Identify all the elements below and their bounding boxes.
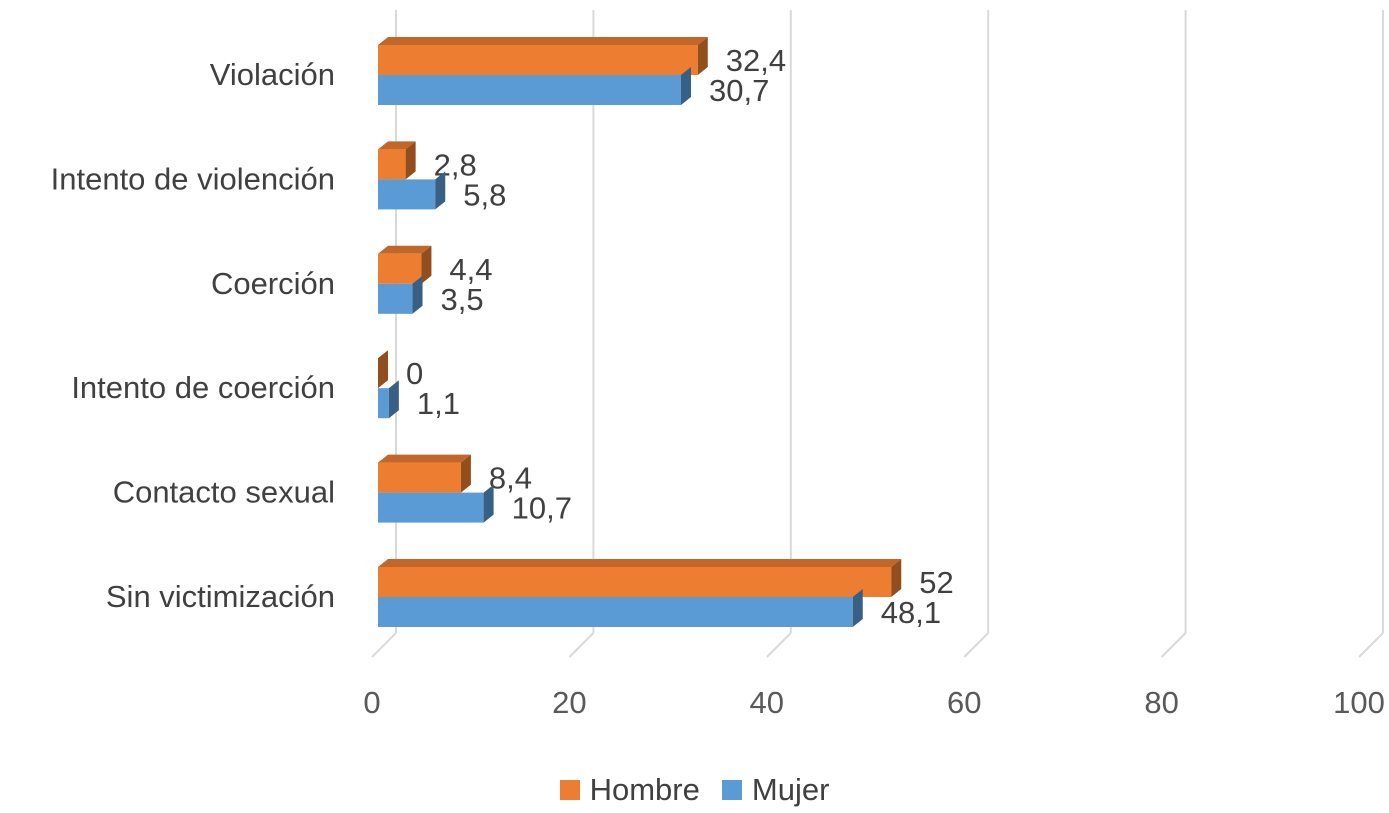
bar-top-hombre [378,245,432,254]
gridline-floor [371,632,397,658]
bar-hombre [378,567,892,597]
data-label-hombre: 32,4 [726,43,786,78]
bar-side-hombre [697,37,708,75]
bar-side-hombre [891,559,902,597]
data-label-mujer: 1,1 [417,386,460,421]
category-label: Sin victimización [106,579,335,614]
category-label: Intento de violención [51,161,335,196]
legend-label: Mujer [751,772,830,807]
bar-hombre [378,462,461,493]
x-tick-label: 100 [1333,685,1385,720]
legend-item-hombre: Hombre [559,772,700,808]
bar-hombre [378,45,698,75]
bar-side-hombre [405,141,416,180]
bar-mujer [378,75,682,105]
gridline-floor [963,632,989,658]
bar-side-mujer [412,275,423,314]
bar-hombre [378,253,422,284]
x-tick-label: 40 [750,685,784,720]
legend-swatch [721,780,742,800]
bar-side-hombre [421,245,432,284]
bar-top-hombre [378,37,708,45]
legend: Hombre Mujer [0,772,1389,808]
data-label-mujer: 5,8 [463,177,506,212]
data-label-hombre: 52 [919,565,953,600]
gridline-floor [1358,632,1384,658]
data-label-mujer: 48,1 [881,595,941,630]
x-tick-label: 60 [947,685,981,720]
category-label: Contacto sexual [113,475,335,510]
bar-top-hombre [378,141,416,150]
bar-top-hombre [378,454,471,463]
bar-chart-svg: 0 20 40 60 80 100 Violación 32,430,7 Intento de … [51,10,1385,720]
bar-side-mujer [388,380,399,419]
legend-swatch [559,780,580,800]
bar-mujer [378,388,389,419]
data-label-hombre: 0 [406,356,423,391]
bar-side-hombre [378,350,388,389]
bar-top-hombre [378,559,902,567]
bar-side-mujer [435,171,446,210]
bar-mujer [378,179,436,210]
gridline-floor [568,632,595,658]
data-label-hombre: 4,4 [449,252,492,287]
bar-mujer [378,492,484,523]
data-label-mujer: 30,7 [709,73,769,108]
gridline-floor [766,632,792,658]
gridline-floor [1160,632,1187,658]
legend-item-mujer: Mujer [721,772,830,808]
x-tick-label: 80 [1144,685,1178,720]
bar-side-mujer [852,589,863,627]
bar-mujer [378,283,413,314]
x-tick-label: 20 [552,685,586,720]
category-label: Violación [210,57,335,92]
category-label: Coerción [211,266,335,301]
category-label: Intento de coerción [71,370,335,405]
legend-label: Hombre [589,772,700,807]
bar-side-mujer [681,67,692,105]
bar-side-hombre [460,454,471,493]
data-label-mujer: 3,5 [441,282,484,317]
bar-side-mujer [483,484,494,523]
data-label-hombre: 8,4 [489,461,532,496]
bar-hombre [378,149,406,180]
bar-mujer [378,597,853,627]
x-tick-label: 0 [363,685,380,720]
data-label-mujer: 10,7 [512,491,572,526]
